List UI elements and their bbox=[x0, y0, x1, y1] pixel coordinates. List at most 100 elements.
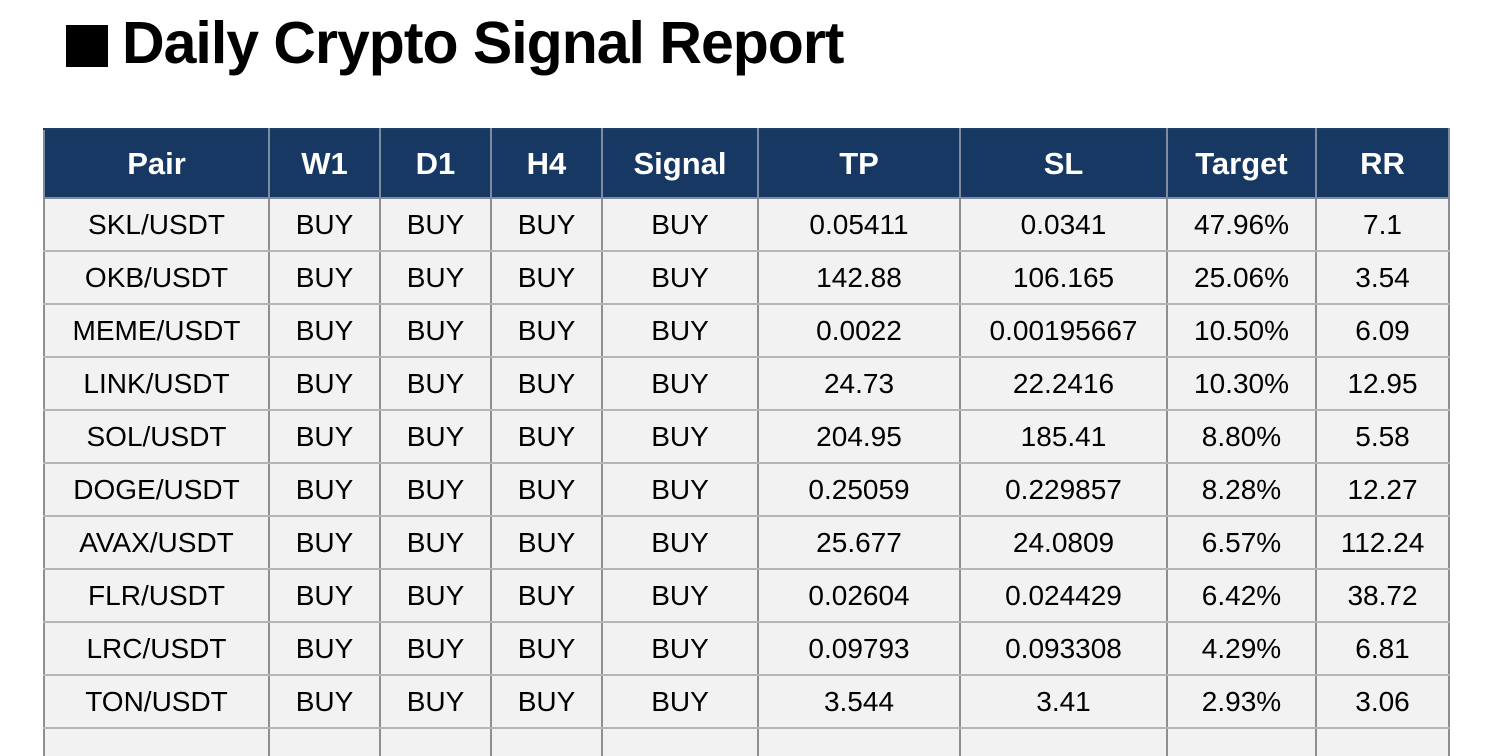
cell-rr: 12.95 bbox=[1315, 356, 1450, 411]
cell-d1: BUY bbox=[379, 409, 492, 464]
cell-h4: BUY bbox=[490, 621, 603, 676]
cell-h4: BUY bbox=[490, 462, 603, 517]
table-row: LRC/USDT BUY BUY BUY BUY 0.09793 0.09330… bbox=[43, 621, 1450, 676]
cell-sl: 22.2416 bbox=[959, 356, 1168, 411]
column-header-target: Target bbox=[1166, 128, 1317, 199]
cell-sl: 3.41 bbox=[959, 674, 1168, 729]
cell-tp: 0.05411 bbox=[757, 197, 961, 252]
cell-sl: 106.165 bbox=[959, 250, 1168, 305]
cell-rr: 112.24 bbox=[1315, 515, 1450, 570]
table-body: SKL/USDT BUY BUY BUY BUY 0.05411 0.0341 … bbox=[43, 197, 1450, 729]
cell-h4: BUY bbox=[490, 250, 603, 305]
cell-w1: BUY bbox=[268, 621, 381, 676]
cell-rr: 5.58 bbox=[1315, 409, 1450, 464]
cell-signal: BUY bbox=[601, 462, 759, 517]
table-row: DOGE/USDT BUY BUY BUY BUY 0.25059 0.2298… bbox=[43, 462, 1450, 517]
cell-w1: BUY bbox=[268, 356, 381, 411]
column-header-w1: W1 bbox=[268, 128, 381, 199]
cell-tp: 3.544 bbox=[757, 674, 961, 729]
column-header-pair: Pair bbox=[43, 128, 270, 199]
cell-target: 25.06% bbox=[1166, 250, 1317, 305]
cell-tp: 25.677 bbox=[757, 515, 961, 570]
cell-sl: 0.093308 bbox=[959, 621, 1168, 676]
table-row: LINK/USDT BUY BUY BUY BUY 24.73 22.2416 … bbox=[43, 356, 1450, 411]
column-header-h4: H4 bbox=[490, 128, 603, 199]
cell-h4: BUY bbox=[490, 515, 603, 570]
column-header-rr: RR bbox=[1315, 128, 1450, 199]
cell-sl: 0.229857 bbox=[959, 462, 1168, 517]
cell-sl: 0.024429 bbox=[959, 568, 1168, 623]
cell-rr: 6.09 bbox=[1315, 303, 1450, 358]
column-header-tp: TP bbox=[757, 128, 961, 199]
cell-d1: BUY bbox=[379, 515, 492, 570]
cell-h4: BUY bbox=[490, 356, 603, 411]
table-row: OKB/USDT BUY BUY BUY BUY 142.88 106.165 … bbox=[43, 250, 1450, 305]
cell-d1: BUY bbox=[379, 303, 492, 358]
cell-d1: BUY bbox=[379, 250, 492, 305]
column-header-d1: D1 bbox=[379, 128, 492, 199]
cell-target: 47.96% bbox=[1166, 197, 1317, 252]
cell-pair: AVAX/USDT bbox=[43, 515, 270, 570]
page-title: Daily Crypto Signal Report bbox=[66, 10, 844, 76]
cell-d1: BUY bbox=[379, 197, 492, 252]
table-row: FLR/USDT BUY BUY BUY BUY 0.02604 0.02442… bbox=[43, 568, 1450, 623]
cell-h4: BUY bbox=[490, 568, 603, 623]
table-row: MEME/USDT BUY BUY BUY BUY 0.0022 0.00195… bbox=[43, 303, 1450, 358]
cell-target: 8.28% bbox=[1166, 462, 1317, 517]
cell-target: 10.50% bbox=[1166, 303, 1317, 358]
cell-signal: BUY bbox=[601, 250, 759, 305]
column-header-signal: Signal bbox=[601, 128, 759, 199]
cell-tp: 0.25059 bbox=[757, 462, 961, 517]
cell-tp: 204.95 bbox=[757, 409, 961, 464]
cell-target: 4.29% bbox=[1166, 621, 1317, 676]
cell-signal: BUY bbox=[601, 356, 759, 411]
cell-target: 2.93% bbox=[1166, 674, 1317, 729]
table-row: TON/USDT BUY BUY BUY BUY 3.544 3.41 2.93… bbox=[43, 674, 1450, 729]
cell-h4: BUY bbox=[490, 197, 603, 252]
cell-rr: 3.06 bbox=[1315, 674, 1450, 729]
table-header-row: Pair W1 D1 H4 Signal TP SL Target RR bbox=[43, 128, 1450, 199]
cell-h4: BUY bbox=[490, 674, 603, 729]
cell-signal: BUY bbox=[601, 409, 759, 464]
cell-h4: BUY bbox=[490, 409, 603, 464]
cell-sl: 0.0341 bbox=[959, 197, 1168, 252]
cell-w1: BUY bbox=[268, 197, 381, 252]
cell-d1: BUY bbox=[379, 674, 492, 729]
cell-w1: BUY bbox=[268, 568, 381, 623]
cell-tp: 142.88 bbox=[757, 250, 961, 305]
table-partial-row-body bbox=[43, 727, 1450, 756]
cell-w1: BUY bbox=[268, 515, 381, 570]
cell-pair: FLR/USDT bbox=[43, 568, 270, 623]
cell-pair: LRC/USDT bbox=[43, 621, 270, 676]
cell-pair: TON/USDT bbox=[43, 674, 270, 729]
table-row: SKL/USDT BUY BUY BUY BUY 0.05411 0.0341 … bbox=[43, 197, 1450, 252]
cell-w1: BUY bbox=[268, 303, 381, 358]
cell-pair: SKL/USDT bbox=[43, 197, 270, 252]
cell-target: 10.30% bbox=[1166, 356, 1317, 411]
cell-signal: BUY bbox=[601, 568, 759, 623]
cell-sl: 185.41 bbox=[959, 409, 1168, 464]
table-header: Pair W1 D1 H4 Signal TP SL Target RR bbox=[43, 128, 1450, 199]
page-title-text: Daily Crypto Signal Report bbox=[122, 10, 844, 76]
cell-pair: SOL/USDT bbox=[43, 409, 270, 464]
cell-rr: 38.72 bbox=[1315, 568, 1450, 623]
cell-target: 6.57% bbox=[1166, 515, 1317, 570]
cell-signal: BUY bbox=[601, 621, 759, 676]
cell-target: 8.80% bbox=[1166, 409, 1317, 464]
cell-pair: DOGE/USDT bbox=[43, 462, 270, 517]
cell-w1: BUY bbox=[268, 462, 381, 517]
cell-d1: BUY bbox=[379, 621, 492, 676]
cell-rr: 3.54 bbox=[1315, 250, 1450, 305]
cell-w1: BUY bbox=[268, 250, 381, 305]
cell-h4: BUY bbox=[490, 303, 603, 358]
cell-rr: 7.1 bbox=[1315, 197, 1450, 252]
cell-d1: BUY bbox=[379, 568, 492, 623]
cell-pair: MEME/USDT bbox=[43, 303, 270, 358]
cell-tp: 0.09793 bbox=[757, 621, 961, 676]
cell-sl: 24.0809 bbox=[959, 515, 1168, 570]
black-square-icon bbox=[66, 24, 108, 67]
cell-rr: 6.81 bbox=[1315, 621, 1450, 676]
cell-tp: 0.02604 bbox=[757, 568, 961, 623]
cell-tp: 0.0022 bbox=[757, 303, 961, 358]
